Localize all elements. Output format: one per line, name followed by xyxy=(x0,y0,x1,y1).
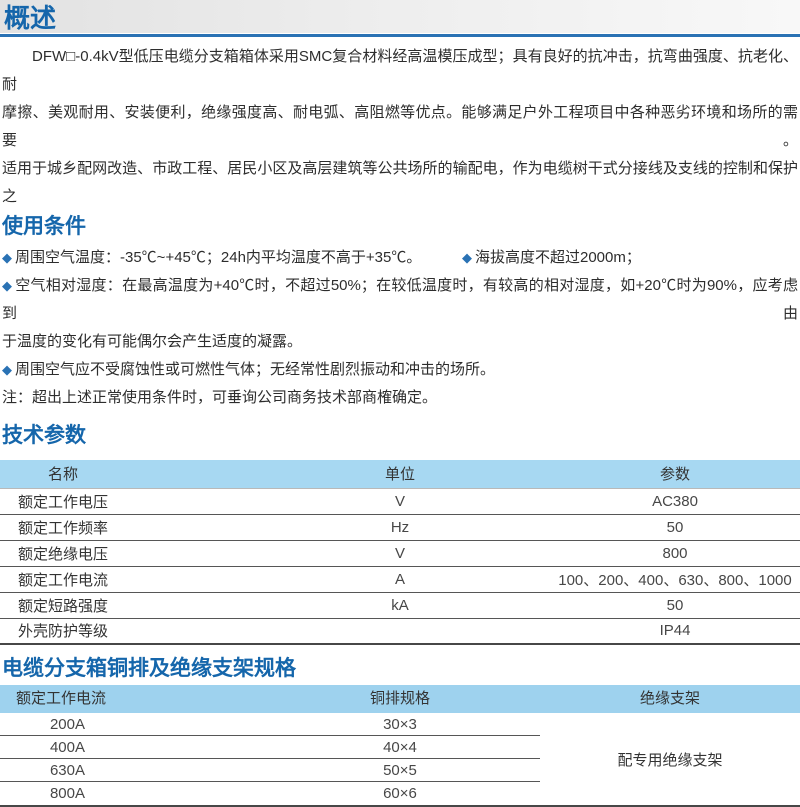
busbar-rows: 200A 30×3 400A 40×4 630A 50×5 800A 60×6 xyxy=(0,713,540,805)
busbar-current: 400A xyxy=(49,739,86,756)
param-unit: V xyxy=(250,540,550,567)
table-row: 200A 30×3 xyxy=(0,713,540,736)
param-unit: Hz xyxy=(250,514,550,541)
table-row: 额定短路强度 kA 50 xyxy=(0,592,800,619)
tech-parameters-title: 技术参数 xyxy=(2,424,86,447)
busbar-bracket-merged-cell: 配专用绝缘支架 xyxy=(617,751,723,769)
param-unit: A xyxy=(250,566,550,593)
usage-bullet-temperature-text: 周围空气温度：-35℃~+45℃；24h内平均温度不高于+35℃。 xyxy=(15,249,422,266)
busbar-spec-table: 额定工作电流 铜排规格 绝缘支架 200A 30×3 400A 40×4 630… xyxy=(0,685,800,807)
overview-paragraph: DFW□-0.4kV型低压电缆分支箱箱体采用SMC复合材料经高温模压成型；具有良… xyxy=(2,43,798,211)
diamond-bullet-icon: ◆ xyxy=(2,278,13,293)
usage-note: 注：超出上述正常使用条件时，可垂询公司商务技术部商榷确定。 xyxy=(2,389,438,406)
busbar-spec: 40×4 xyxy=(383,739,417,756)
busbar-current: 800A xyxy=(49,785,86,802)
usage-bullet-environment-text: 周围空气应不受腐蚀性或可燃性气体；无经常性剧烈振动和冲击的场所。 xyxy=(15,361,496,378)
diamond-bullet-icon: ◆ xyxy=(462,250,472,265)
table-row: 额定工作电流 A 100、200、400、630、800、1000 xyxy=(0,566,800,593)
busbar-header-bracket: 绝缘支架 xyxy=(639,690,700,707)
param-value: 50 xyxy=(550,592,800,619)
diamond-bullet-icon: ◆ xyxy=(2,250,12,265)
table-row: 外壳防护等级 IP44 xyxy=(0,618,800,645)
busbar-spec: 30×3 xyxy=(383,716,417,733)
param-name: 外壳防护等级 xyxy=(0,618,250,645)
param-value: 100、200、400、630、800、1000 xyxy=(550,566,800,593)
title-underline-rule xyxy=(0,34,800,37)
usage-conditions-list: ◆ 周围空气温度：-35℃~+45℃；24h内平均温度不高于+35℃。 ◆ 海拔高度… xyxy=(2,244,800,412)
param-unit: V xyxy=(250,488,550,515)
usage-bullet-temperature: ◆ 周围空气温度：-35℃~+45℃；24h内平均温度不高于+35℃。 ◆ 海拔高度… xyxy=(2,244,800,272)
usage-bullet-environment: ◆ 周围空气应不受腐蚀性或可燃性气体；无经常性剧烈振动和冲击的场所。 xyxy=(2,356,800,384)
table-row: 800A 60×6 xyxy=(0,782,540,805)
table-header-row: 额定工作电流 铜排规格 绝缘支架 xyxy=(0,685,800,713)
param-name: 额定绝缘电压 xyxy=(0,540,250,567)
busbar-table-body: 200A 30×3 400A 40×4 630A 50×5 800A 60×6 … xyxy=(0,713,800,807)
param-name: 额定工作电压 xyxy=(0,488,250,515)
overview-line: 摩擦、美观耐用、安装便利，绝缘强度高、耐电弧、高阻燃等优点。能够满足户外工程项目… xyxy=(2,104,798,149)
overview-line: DFW□-0.4kV型低压电缆分支箱箱体采用SMC复合材料经高温模压成型；具有良… xyxy=(2,48,798,93)
table-row: 额定工作频率 Hz 50 xyxy=(0,514,800,541)
usage-bullet-humidity: ◆ 空气相对湿度：在最高温度为+40℃时，不超过50%；在较低温度时，有较高的相对… xyxy=(2,272,798,328)
table-row: 额定绝缘电压 V 800 xyxy=(0,540,800,567)
usage-bullet-altitude-text: 海拔高度不超过2000m； xyxy=(475,249,641,266)
tech-parameters-table: 名称 单位 参数 额定工作电压 V AC380 额定工作频率 Hz 50 额定绝… xyxy=(0,460,800,645)
param-name: 额定工作频率 xyxy=(0,514,250,541)
busbar-spec-title: 电缆分支箱铜排及绝缘支架规格 xyxy=(2,657,296,680)
param-name: 额定工作电流 xyxy=(0,566,250,593)
param-unit: kA xyxy=(250,592,550,619)
busbar-header-current: 额定工作电流 xyxy=(16,690,107,707)
busbar-current: 200A xyxy=(49,716,86,733)
table-header-row: 名称 单位 参数 xyxy=(0,460,800,489)
overview-titlebar: 概述 xyxy=(0,0,800,33)
table-row: 400A 40×4 xyxy=(0,736,540,759)
usage-bullet-altitude: ◆ 海拔高度不超过2000m； xyxy=(462,244,641,272)
param-name: 额定短路强度 xyxy=(0,592,250,619)
param-value: AC380 xyxy=(550,488,800,515)
param-value: 800 xyxy=(550,540,800,567)
diamond-bullet-icon: ◆ xyxy=(2,362,12,377)
table-row: 额定工作电压 V AC380 xyxy=(0,488,800,515)
busbar-current: 630A xyxy=(49,762,86,779)
tech-header-unit: 单位 xyxy=(250,460,550,489)
busbar-spec: 60×6 xyxy=(383,785,417,802)
table-row: 630A 50×5 xyxy=(0,759,540,782)
overview-title: 概述 xyxy=(4,3,57,33)
tech-header-name: 名称 xyxy=(0,460,250,489)
busbar-header-spec: 铜排规格 xyxy=(369,690,430,707)
usage-bullet-humidity-continued: 于温度的变化有可能偶尔会产生适度的凝露。 xyxy=(2,333,303,350)
param-unit xyxy=(250,618,550,645)
param-value: 50 xyxy=(550,514,800,541)
overview-line: 适用于城乡配网改造、市政工程、居民小区及高层建筑等公共场所的输配电，作为电缆树干… xyxy=(2,160,798,205)
usage-conditions-title: 使用条件 xyxy=(2,215,86,238)
busbar-spec: 50×5 xyxy=(383,762,417,779)
usage-bullet-humidity-text: 空气相对湿度：在最高温度为+40℃时，不超过50%；在较低温度时，有较高的相对湿… xyxy=(2,277,799,322)
tech-header-value: 参数 xyxy=(550,460,800,489)
param-value: IP44 xyxy=(550,618,800,645)
